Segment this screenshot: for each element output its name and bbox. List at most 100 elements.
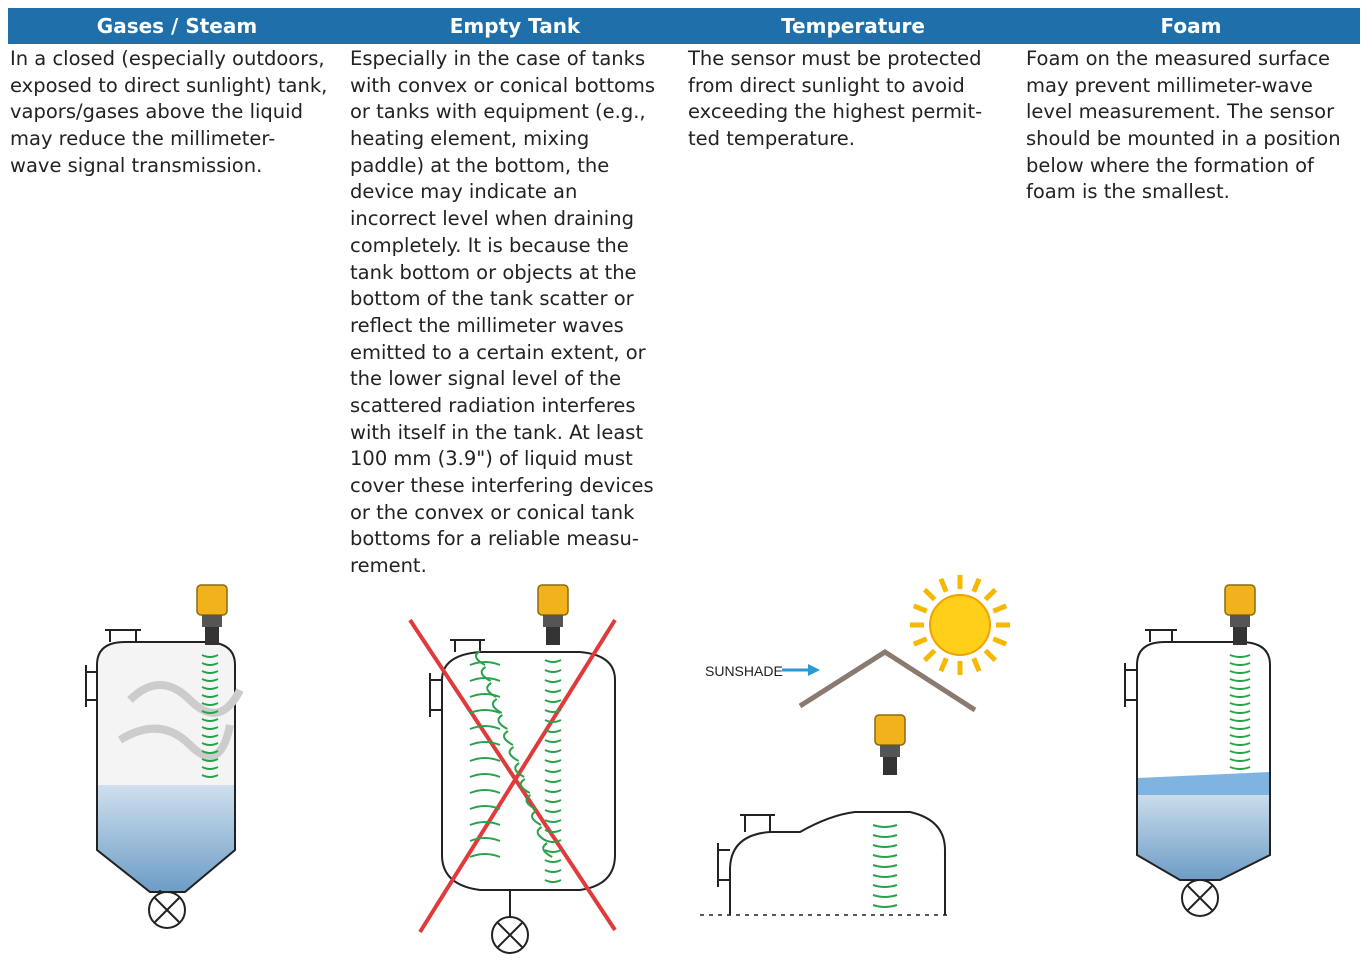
- wave: [201, 718, 219, 722]
- wave: [872, 874, 898, 878]
- tank-empty: [408, 618, 617, 954]
- wave: [1229, 734, 1251, 738]
- wave: [480, 666, 492, 682]
- wave: [1229, 742, 1251, 746]
- wave: [201, 670, 219, 674]
- wave: [201, 654, 219, 658]
- wave: [872, 894, 898, 898]
- text-line: bottom of the tank scatter or: [350, 287, 634, 311]
- wave: [201, 742, 219, 746]
- wave: [542, 842, 553, 858]
- wave: [469, 837, 501, 842]
- wave: [872, 904, 898, 908]
- wave: [469, 773, 501, 778]
- wave: [1229, 758, 1251, 762]
- wave: [201, 678, 219, 682]
- wave: [497, 714, 508, 730]
- text-line: heating element, mixing: [350, 127, 590, 151]
- wave: [544, 729, 562, 733]
- column-heading: Temperature: [781, 14, 925, 38]
- wave: [201, 758, 219, 762]
- wave: [872, 834, 898, 838]
- text-line: paddle) at the bottom, the: [350, 153, 610, 177]
- text-line: reflect the millimeter waves: [350, 313, 624, 337]
- column-text: Foam on the measured surface may prevent …: [1026, 46, 1341, 206]
- wave: [508, 746, 520, 762]
- wave: [1229, 686, 1251, 690]
- wave: [469, 709, 501, 714]
- wave: [514, 762, 525, 778]
- text-line: foam is the smallest.: [1026, 180, 1230, 204]
- wave: [201, 774, 219, 778]
- sensor-head: [1224, 584, 1256, 616]
- sensor-horn: [546, 627, 560, 645]
- wave: [544, 879, 562, 883]
- wave: [544, 779, 562, 783]
- tank-foam: [1124, 629, 1271, 917]
- text-line: from direct sunlight to avoid: [688, 73, 965, 97]
- text-line: tank bottom or objects at the: [350, 260, 637, 284]
- text-line: The sensor must be protected: [688, 47, 982, 70]
- text-line: vapors/gases above the liquid: [10, 100, 303, 124]
- text-line: completely. It is because the: [350, 233, 629, 257]
- sensor-horn: [1233, 627, 1247, 645]
- wave: [469, 789, 501, 794]
- wave: [544, 789, 562, 793]
- text-line: level measurement. The sensor: [1026, 100, 1335, 124]
- text-line: ted temperature.: [688, 127, 855, 151]
- wave: [544, 809, 562, 813]
- wave: [201, 766, 219, 770]
- wave: [1229, 718, 1251, 722]
- wave: [469, 661, 501, 666]
- text-line: the lower signal level of the: [350, 367, 622, 391]
- wave: [544, 859, 562, 863]
- text-line: exposed to direct sunlight) tank,: [10, 73, 328, 97]
- tank-temperature: SUNSHADE: [700, 575, 1010, 916]
- wave: [469, 805, 501, 810]
- text-line: In a closed (especially outdoors,: [10, 47, 325, 70]
- text-line: with itself in the tank. At least: [350, 420, 644, 444]
- text-line: device may indicate an: [350, 180, 578, 204]
- sun-ray: [983, 587, 998, 602]
- wave: [872, 824, 898, 828]
- text-line: wave signal transmission.: [10, 153, 263, 177]
- text-line: exceeding the highest permit-: [688, 100, 983, 124]
- wave: [491, 698, 503, 714]
- label: SUNSHADE: [705, 663, 783, 679]
- wave: [201, 662, 219, 666]
- wave: [469, 821, 501, 826]
- text-line: or tanks with equipment (e.g.,: [350, 100, 646, 124]
- sensor-head: [537, 584, 569, 616]
- column-text: The sensor must be protected from direct …: [688, 46, 982, 153]
- column-text: Especially in the case of tanks with conv…: [350, 46, 655, 580]
- sun-ray: [971, 577, 982, 593]
- wave: [1229, 702, 1251, 706]
- wave: [201, 694, 219, 698]
- wave: [469, 757, 501, 762]
- wave: [544, 769, 562, 773]
- text-line: incorrect level when draining: [350, 207, 634, 231]
- wave: [544, 799, 562, 803]
- text-line: Especially in the case of tanks: [350, 47, 646, 70]
- wave: [469, 693, 501, 698]
- wave: [544, 719, 562, 723]
- wave: [469, 741, 501, 746]
- header-row: Gases / Steam Empty Tank Temperature Foa…: [8, 8, 1360, 44]
- wave: [503, 730, 514, 746]
- column-text: In a closed (especially outdoors, exposed…: [10, 46, 327, 179]
- sensor-head: [196, 584, 228, 616]
- column-heading: Gases / Steam: [96, 14, 258, 38]
- wave: [544, 869, 562, 873]
- wave: [201, 734, 219, 738]
- wave: [201, 702, 219, 706]
- sun-ray: [938, 577, 949, 593]
- text-line: 100 mm (3.9") of liquid must: [350, 447, 633, 471]
- sensor-neck: [202, 615, 222, 627]
- sun-ray: [922, 587, 937, 602]
- wave: [544, 699, 562, 703]
- wave: [544, 709, 562, 713]
- sensor-neck: [1230, 615, 1250, 627]
- wave: [872, 864, 898, 868]
- wave: [544, 659, 562, 663]
